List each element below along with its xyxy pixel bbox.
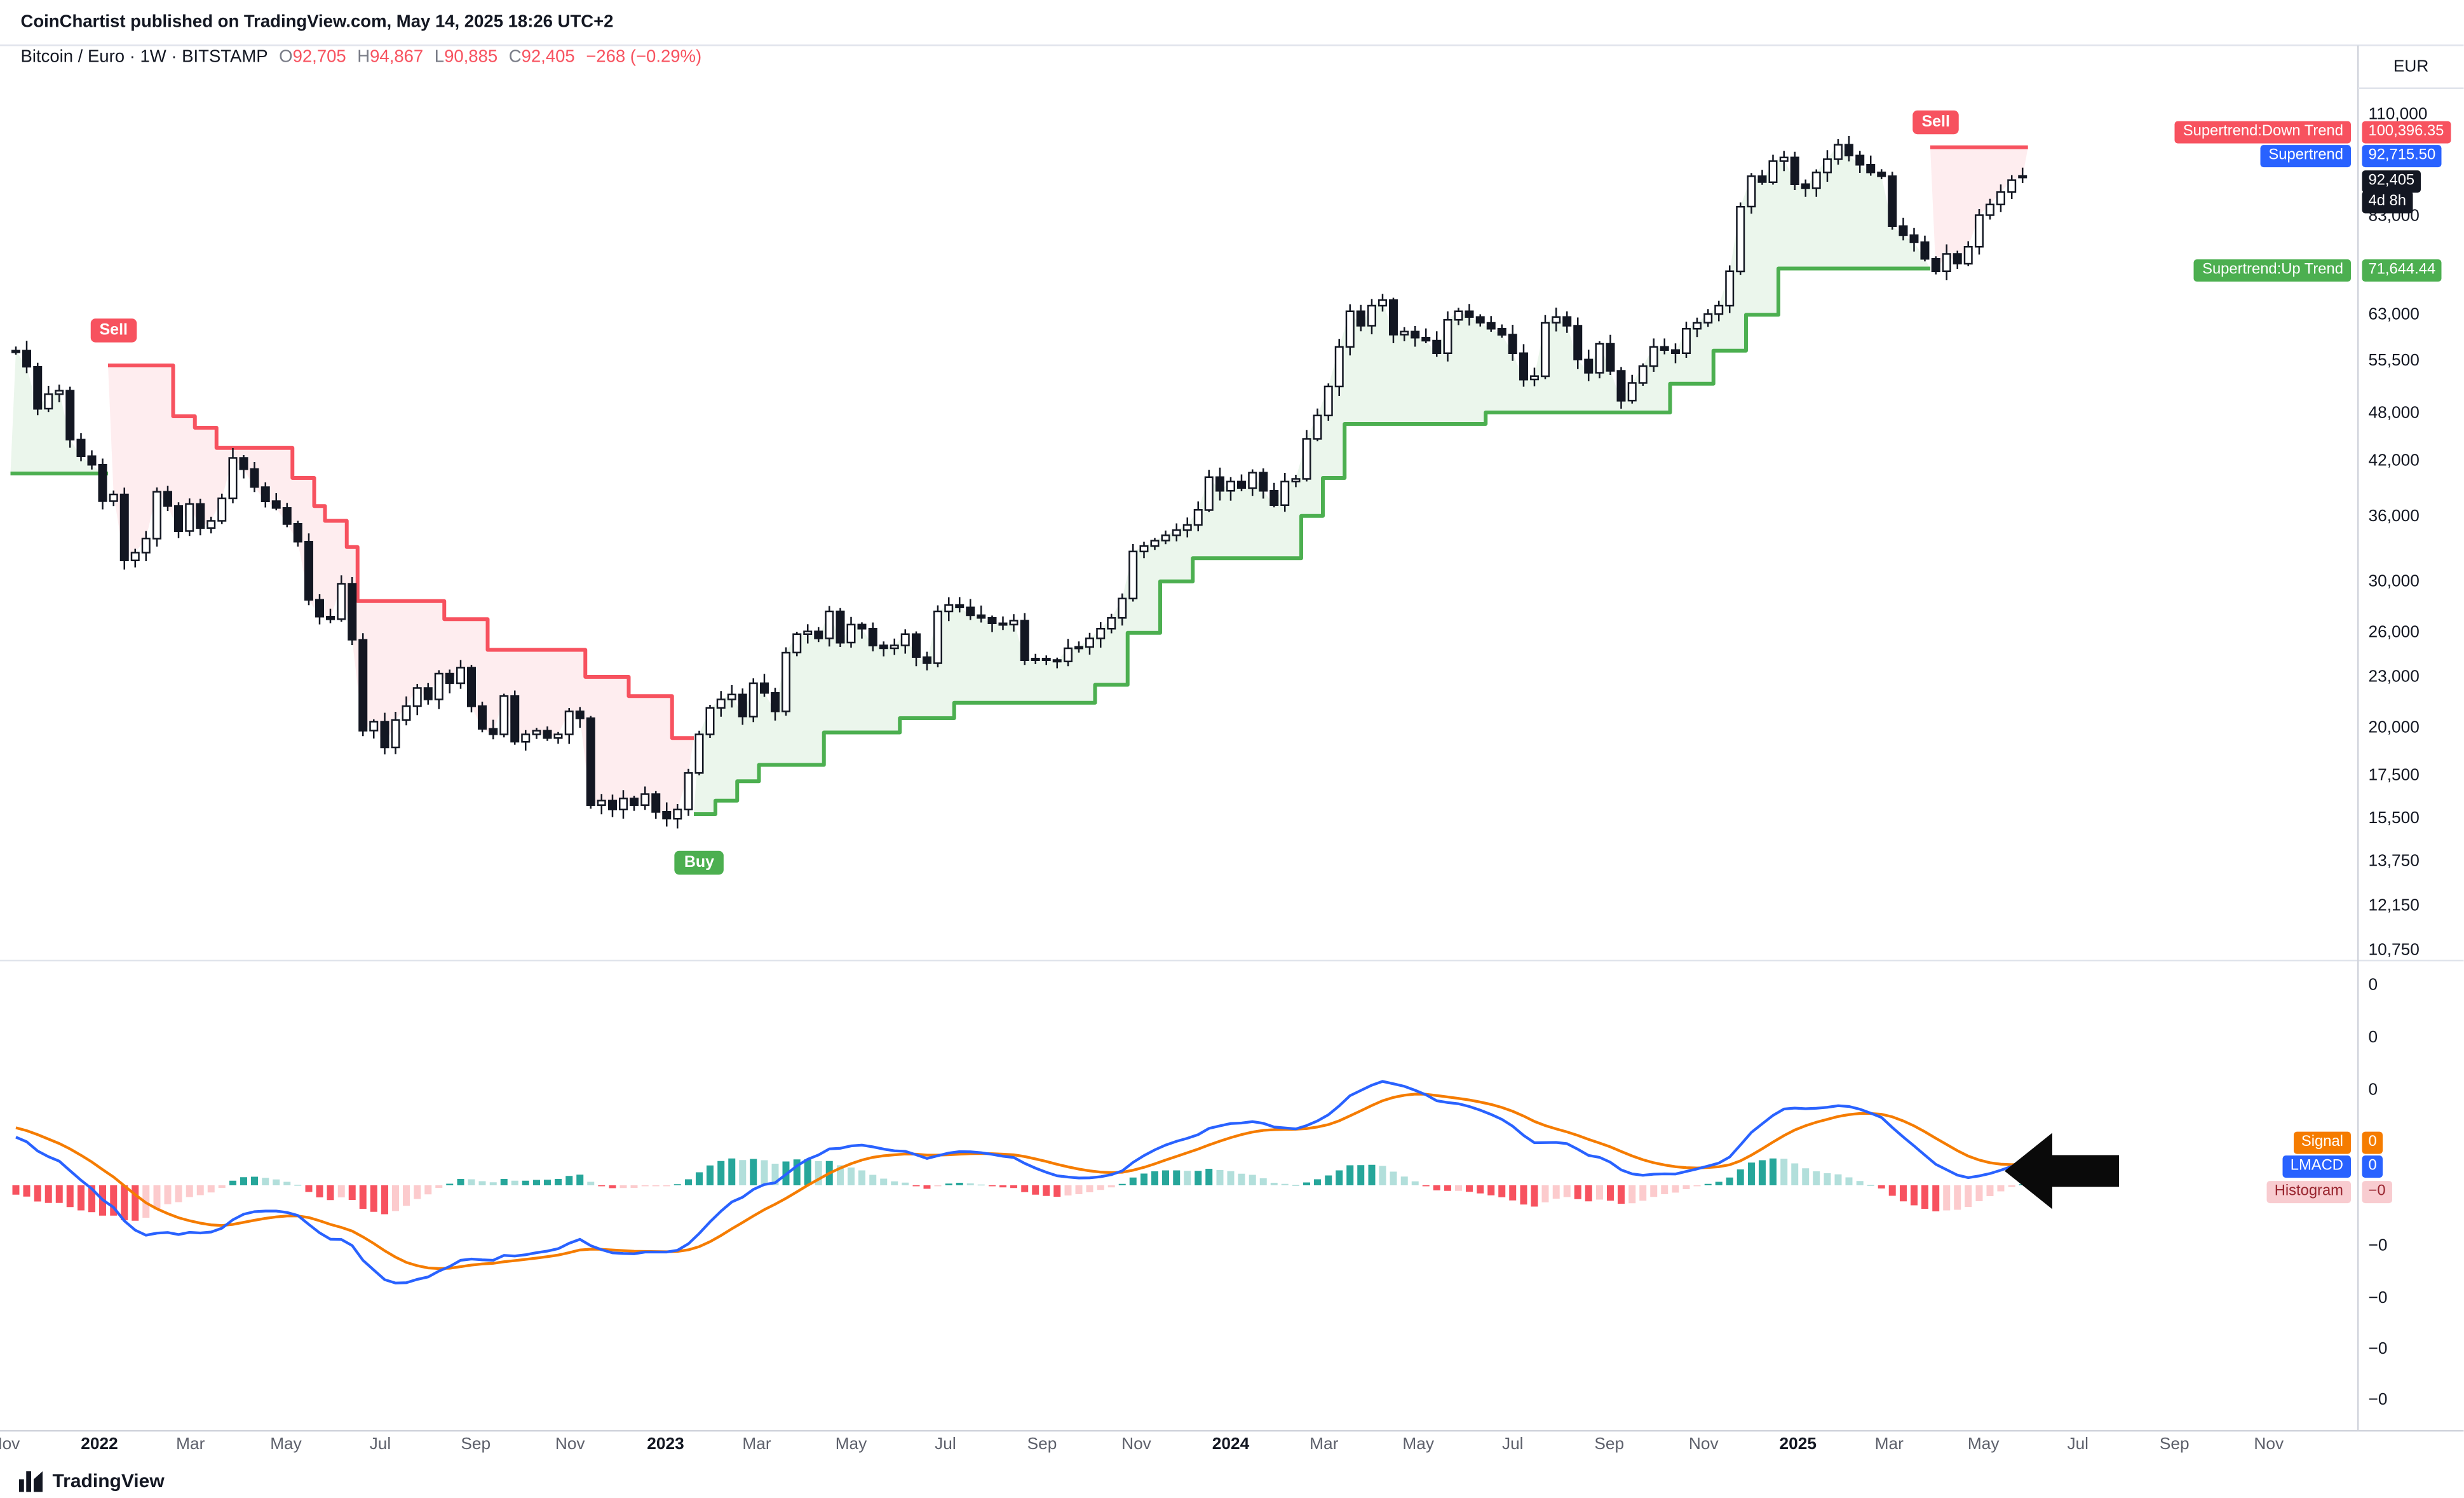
time-label[interactable]: Mar xyxy=(742,1434,771,1454)
ohlc-value: 94,867 xyxy=(370,48,424,67)
time-label[interactable]: Jul xyxy=(935,1434,956,1454)
macd-tick[interactable]: 0 xyxy=(2368,1028,2378,1047)
macd-signal-line xyxy=(15,1093,2023,1270)
ohlc-letter: O xyxy=(279,48,293,67)
time-label[interactable]: Mar xyxy=(176,1434,205,1454)
price-tick[interactable]: 23,000 xyxy=(2368,667,2420,686)
price-tick[interactable]: 63,000 xyxy=(2368,305,2420,325)
macd-tick[interactable]: 0 xyxy=(2368,1080,2378,1100)
time-label[interactable]: Jul xyxy=(2067,1434,2089,1454)
axis-value-signal: 0 xyxy=(2362,1131,2383,1154)
macd-histogram xyxy=(12,1158,2026,1221)
lmacd-line xyxy=(15,1080,2023,1284)
ohlc-value: 92,405 xyxy=(521,48,575,67)
price-pane xyxy=(10,136,2028,829)
symbol-title[interactable]: Bitcoin / Euro · 1W · BITSTAMP xyxy=(20,48,268,67)
ohlc-value: 92,705 xyxy=(292,48,346,67)
axis-value-last-price: 92,405 xyxy=(2362,170,2421,192)
axis-value-supertrend-up: 71,644.44 xyxy=(2362,259,2442,281)
time-label[interactable]: Jul xyxy=(1501,1434,1524,1454)
price-tick[interactable]: 15,500 xyxy=(2368,809,2420,829)
price-tick[interactable]: 36,000 xyxy=(2368,506,2420,526)
price-tick[interactable]: 13,750 xyxy=(2368,852,2420,871)
price-tick[interactable]: 42,000 xyxy=(2368,451,2420,470)
axis-value-supertrend: 92,715.50 xyxy=(2362,145,2442,167)
price-tick[interactable]: 30,000 xyxy=(2368,571,2420,591)
time-label[interactable]: Sep xyxy=(2159,1434,2190,1454)
axis-value-countdown: 4d 8h xyxy=(2362,191,2413,213)
supertrend-lines xyxy=(10,145,2028,816)
price-tick[interactable]: 110,000 xyxy=(2368,105,2428,124)
price-tick[interactable]: 10,750 xyxy=(2368,941,2420,960)
ohlc-letter: C xyxy=(508,48,522,67)
price-tick[interactable]: 48,000 xyxy=(2368,402,2420,422)
separators xyxy=(0,44,2464,1432)
macd-tick[interactable]: 0 xyxy=(2368,976,2378,995)
time-label[interactable]: Nov xyxy=(0,1434,20,1454)
axis-label-supertrend-down: Supertrend:Down Trend xyxy=(2175,121,2352,143)
brand-name[interactable]: TradingView xyxy=(52,1469,165,1492)
time-label[interactable]: Jul xyxy=(369,1434,391,1454)
time-label[interactable]: Nov xyxy=(2254,1434,2284,1454)
footer-bar: TradingView xyxy=(0,1464,2464,1498)
time-label[interactable]: Sep xyxy=(1027,1434,1057,1454)
macd-tick[interactable]: −0 xyxy=(2368,1288,2388,1308)
time-label[interactable]: May xyxy=(1402,1434,1435,1454)
macd-pane xyxy=(12,1080,2026,1284)
sell-marker: Sell xyxy=(1912,111,1960,135)
time-label[interactable]: May xyxy=(270,1434,302,1454)
change-value: −268 (−0.29%) xyxy=(586,48,702,67)
time-label[interactable]: 2022 xyxy=(81,1434,118,1454)
macd-tick[interactable]: −0 xyxy=(2368,1236,2388,1255)
axis-label-histogram: Histogram xyxy=(2266,1181,2352,1202)
ohlc-values: O92,705 H94,867 L90,885 C92,405 xyxy=(268,48,575,67)
axis-value-lmacd: 0 xyxy=(2362,1155,2383,1177)
buy-marker: Buy xyxy=(674,851,724,875)
price-tick[interactable]: 26,000 xyxy=(2368,623,2420,643)
axis-label-supertrend-up: Supertrend:Up Trend xyxy=(2194,259,2352,281)
ohlc-letter: L xyxy=(434,48,445,67)
time-label[interactable]: Nov xyxy=(1121,1434,1151,1454)
axis-value-histogram: −0 xyxy=(2362,1181,2392,1202)
axis-label-lmacd: LMACD xyxy=(2282,1155,2352,1177)
price-tick[interactable]: 20,000 xyxy=(2368,717,2420,737)
ohlc-value: 90,885 xyxy=(444,48,498,67)
time-label[interactable]: 2023 xyxy=(647,1434,684,1454)
axis-label-signal: Signal xyxy=(2293,1131,2352,1154)
time-label[interactable]: 2025 xyxy=(1779,1434,1817,1454)
price-tick[interactable]: 55,500 xyxy=(2368,350,2420,370)
time-label[interactable]: Sep xyxy=(1594,1434,1625,1454)
time-label[interactable]: May xyxy=(835,1434,867,1454)
price-scale-currency[interactable]: EUR xyxy=(2393,56,2429,76)
price-tick[interactable]: 17,500 xyxy=(2368,765,2420,785)
publisher-text: CoinChartist published on TradingView.co… xyxy=(20,13,614,32)
tradingview-logo-icon[interactable] xyxy=(19,1470,43,1492)
macd-tick[interactable]: −0 xyxy=(2368,1390,2388,1410)
time-label[interactable]: 2024 xyxy=(1212,1434,1250,1454)
publisher-bar: CoinChartist published on TradingView.co… xyxy=(0,0,2464,44)
candles xyxy=(11,136,2027,829)
price-tick[interactable]: 12,150 xyxy=(2368,896,2420,916)
time-label[interactable]: May xyxy=(1967,1434,2000,1454)
highlight-arrow xyxy=(2004,1133,2119,1209)
time-label[interactable]: Mar xyxy=(1310,1434,1339,1454)
time-label[interactable]: Nov xyxy=(555,1434,585,1454)
ohlc-letter: H xyxy=(357,48,370,67)
axis-label-supertrend: Supertrend xyxy=(2260,145,2352,167)
macd-tick[interactable]: −0 xyxy=(2368,1339,2388,1359)
time-label[interactable]: Nov xyxy=(1688,1434,1719,1454)
axis-value-supertrend-down: 100,396.35 xyxy=(2362,121,2451,143)
sell-marker: Sell xyxy=(90,318,137,343)
symbol-header[interactable]: Bitcoin / Euro · 1W · BITSTAMP O92,705 H94… xyxy=(21,48,702,67)
time-label[interactable]: Sep xyxy=(461,1434,491,1454)
time-label[interactable]: Mar xyxy=(1874,1434,1904,1454)
